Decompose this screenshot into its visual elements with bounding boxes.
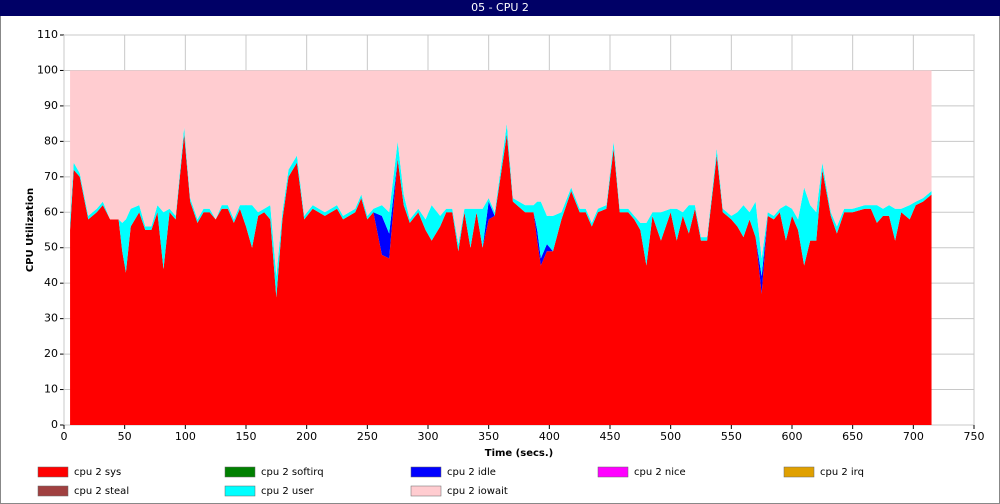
legend-label: cpu 2 sys	[74, 467, 121, 478]
legend-label: cpu 2 steal	[74, 486, 129, 497]
legend-label: cpu 2 irq	[820, 467, 864, 478]
legend-swatch	[783, 466, 815, 478]
y-tick-label: 70	[44, 170, 58, 183]
legend-label: cpu 2 user	[261, 486, 315, 497]
y-tick-label: 50	[44, 241, 58, 254]
area	[70, 134, 932, 426]
x-tick-label: 450	[600, 430, 621, 443]
x-tick-label: 0	[61, 430, 68, 443]
x-axis-label: Time (secs.)	[485, 448, 554, 459]
x-tick-label: 700	[903, 430, 924, 443]
y-tick-label: 90	[44, 99, 58, 112]
x-tick-label: 50	[118, 430, 132, 443]
x-tick-label: 350	[478, 430, 499, 443]
x-tick-label: 600	[782, 430, 803, 443]
y-tick-label: 30	[44, 312, 58, 325]
legend-swatch	[37, 485, 69, 497]
legend-label: cpu 2 iowait	[447, 486, 508, 497]
y-tick-label: 110	[37, 28, 58, 41]
y-axis-label: CPU Utilization	[25, 188, 36, 272]
x-tick-label: 100	[175, 430, 196, 443]
legend-swatch	[37, 466, 69, 478]
legend-swatch	[597, 466, 629, 478]
x-tick-label: 150	[236, 430, 257, 443]
y-tick-label: 0	[51, 418, 58, 431]
legend-label: cpu 2 idle	[447, 467, 496, 478]
y-tick-label: 80	[44, 134, 58, 147]
legend-label: cpu 2 nice	[634, 467, 686, 478]
y-tick-label: 100	[37, 63, 58, 76]
area	[70, 123, 932, 298]
legend-swatch	[224, 485, 256, 497]
chart-title: 05 - CPU 2	[471, 1, 529, 14]
y-tick-label: 10	[44, 383, 58, 396]
x-tick-label: 300	[418, 430, 439, 443]
area	[70, 70, 932, 277]
y-tick-label: 60	[44, 205, 58, 218]
x-tick-label: 650	[842, 430, 863, 443]
legend-swatch	[410, 485, 442, 497]
x-tick-label: 400	[539, 430, 560, 443]
x-tick-label: 200	[296, 430, 317, 443]
legend-label: cpu 2 softirq	[261, 467, 324, 478]
x-tick-label: 500	[660, 430, 681, 443]
legend-swatch	[410, 466, 442, 478]
legend-swatch	[224, 466, 256, 478]
title-bar	[0, 0, 1000, 16]
x-tick-label: 250	[357, 430, 378, 443]
x-tick-label: 550	[721, 430, 742, 443]
y-tick-label: 20	[44, 347, 58, 360]
y-tick-label: 40	[44, 276, 58, 289]
x-tick-label: 750	[964, 430, 985, 443]
